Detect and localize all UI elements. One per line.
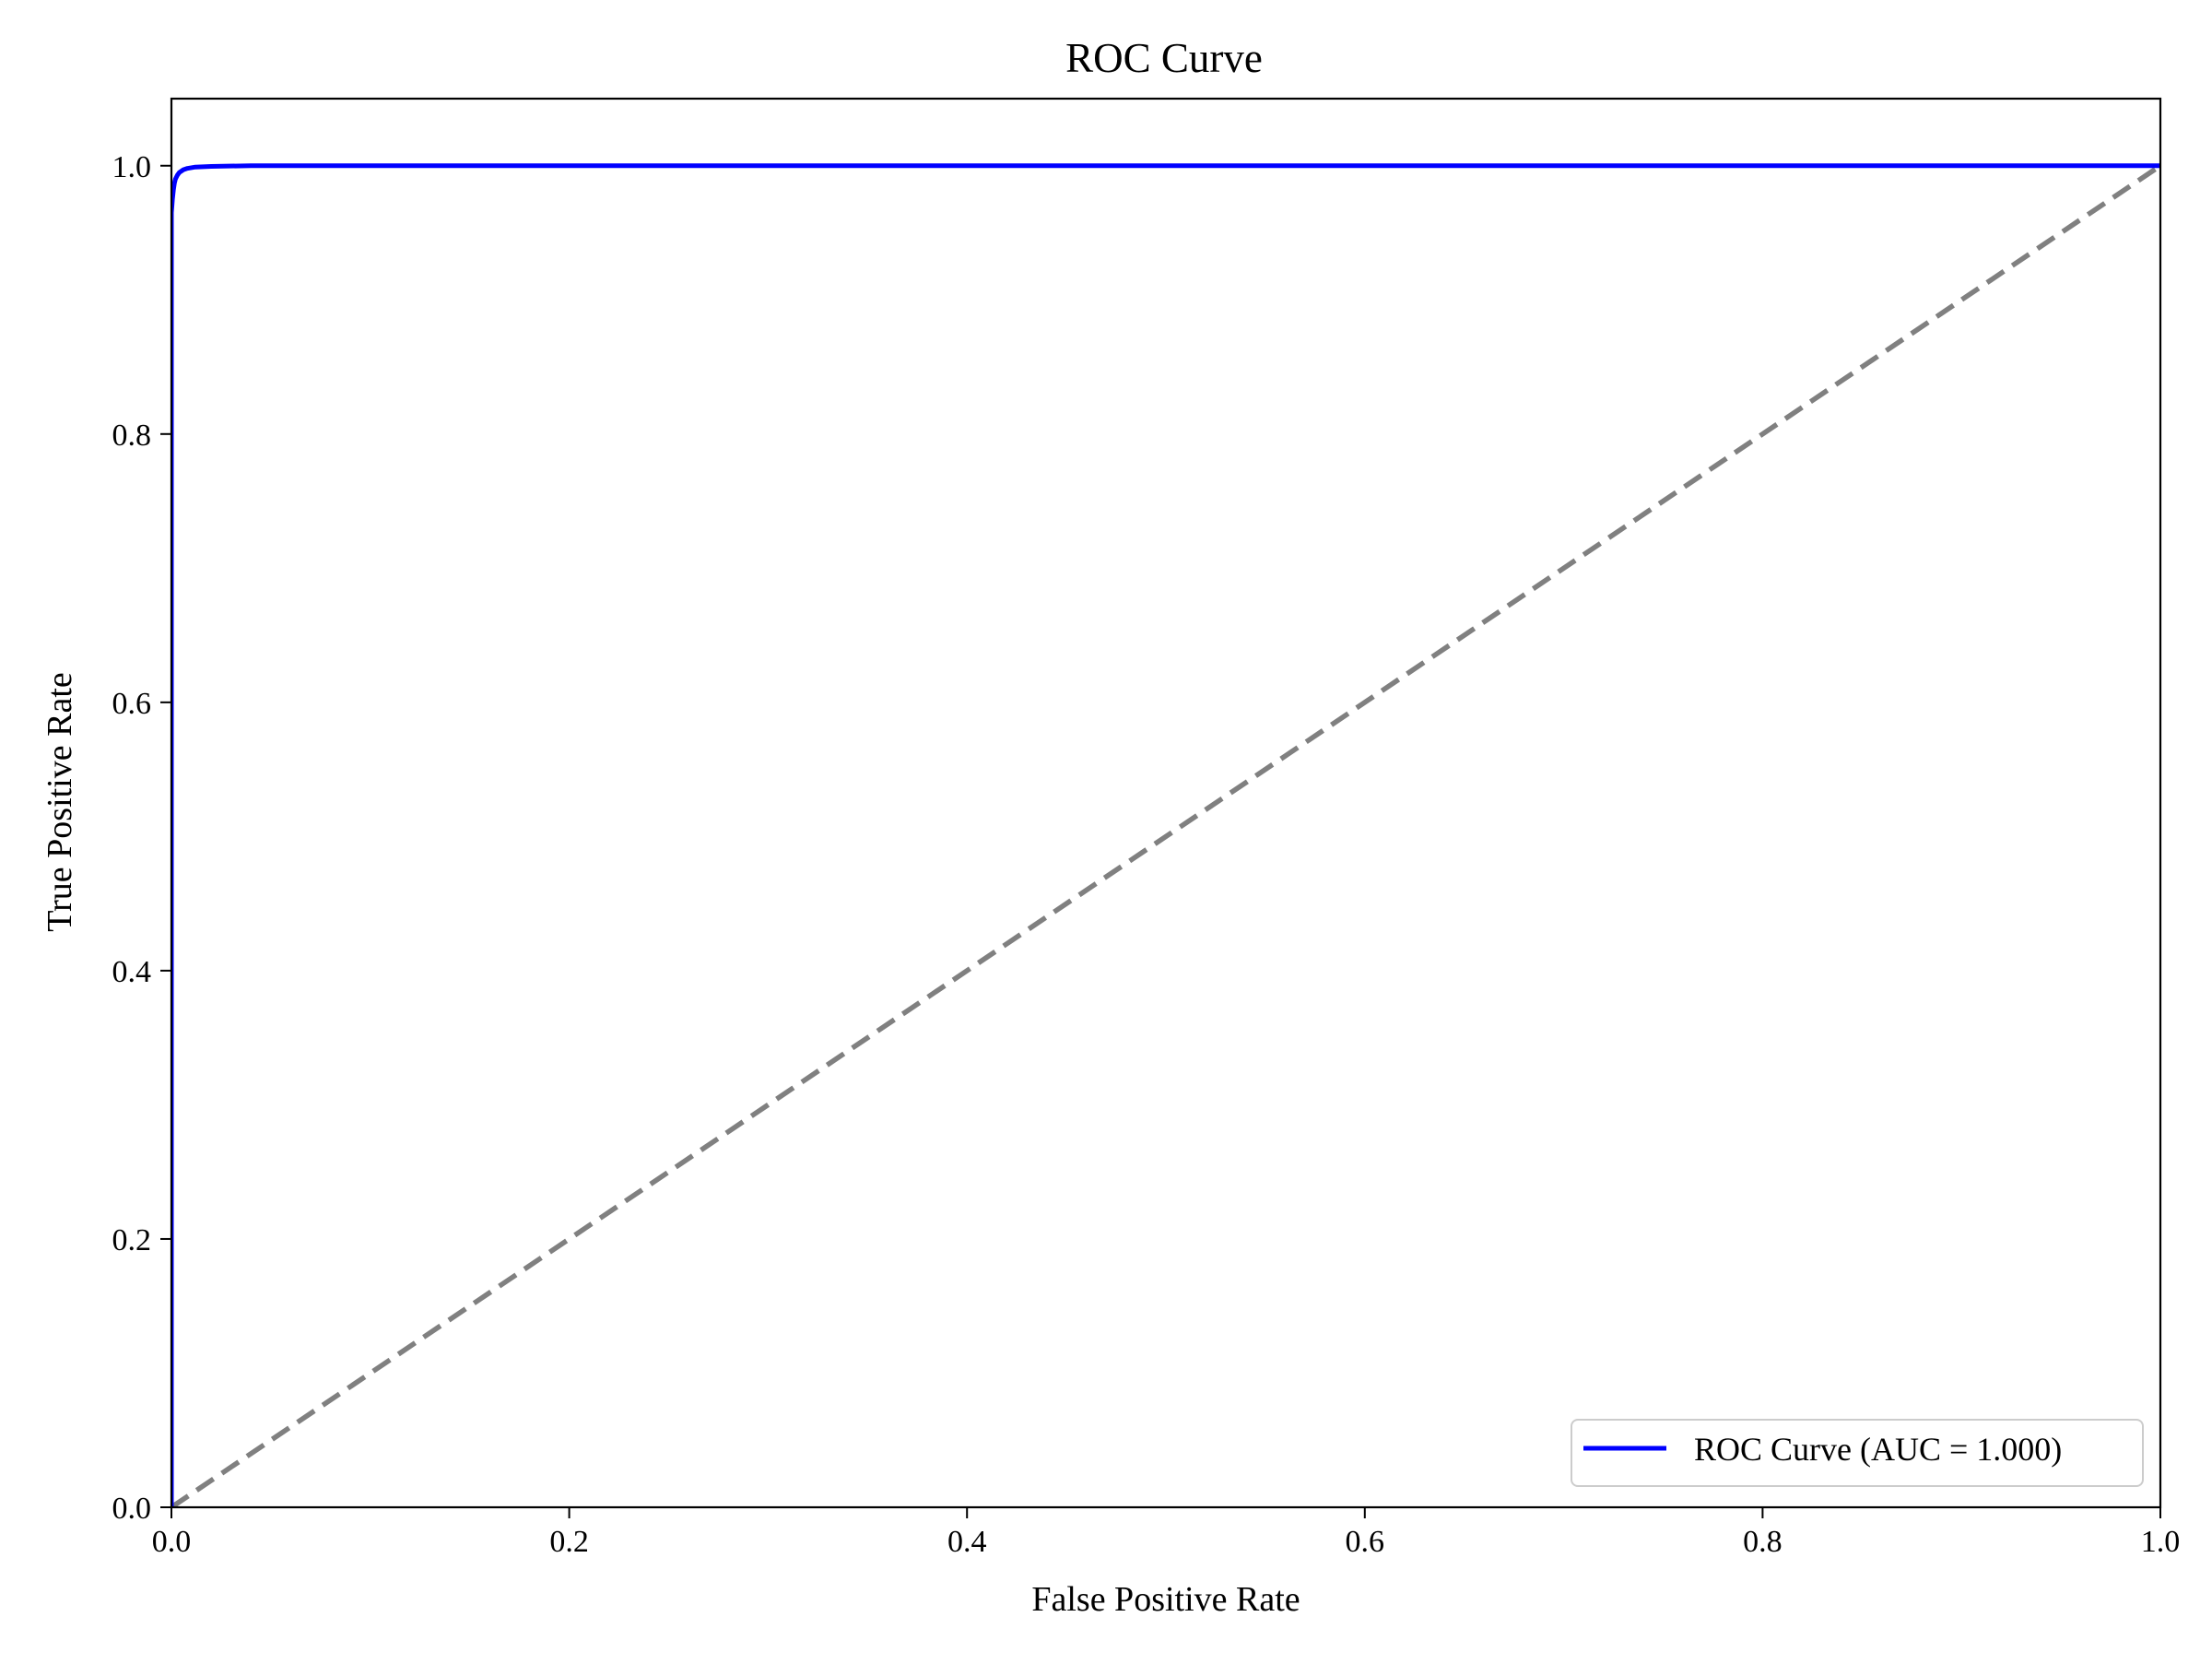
y-tick-label: 0.4 <box>112 955 152 989</box>
x-tick-label: 1.0 <box>2141 1525 2181 1559</box>
x-tick-label: 0.2 <box>549 1525 589 1559</box>
x-tick-label: 0.4 <box>947 1525 987 1559</box>
y-axis-label: True Positive Rate <box>41 672 79 932</box>
y-tick-label: 0.0 <box>112 1492 152 1526</box>
x-axis-label: False Positive Rate <box>1031 1580 1300 1619</box>
y-tick-label: 0.6 <box>112 687 152 721</box>
y-tick-label: 0.2 <box>112 1223 152 1257</box>
legend-entry-roc-curve: ROC Curve (AUC = 1.000) <box>1694 1431 2062 1468</box>
plot-frame <box>170 97 2162 1509</box>
legend: ROC Curve (AUC = 1.000) <box>1571 1419 2144 1487</box>
x-axis: 0.0 0.2 0.4 0.6 0.8 1.0 <box>152 1507 2181 1559</box>
series-layer <box>171 163 2160 1507</box>
legend-frame <box>1571 1419 2144 1487</box>
y-tick-label: 0.8 <box>112 419 152 453</box>
x-tick-label: 0.6 <box>1346 1525 1385 1559</box>
plot-area <box>171 163 2160 1507</box>
x-tick-label: 0.0 <box>152 1525 192 1559</box>
chart-title: ROC Curve <box>1065 35 1263 81</box>
roc-curve-line <box>171 163 2160 1507</box>
chance-diagonal-line <box>171 163 2160 1507</box>
y-tick-label: 1.0 <box>112 150 152 184</box>
x-tick-label: 0.8 <box>1743 1525 1783 1559</box>
y-axis: 0.0 0.2 0.4 0.6 0.8 1.0 <box>112 150 171 1526</box>
